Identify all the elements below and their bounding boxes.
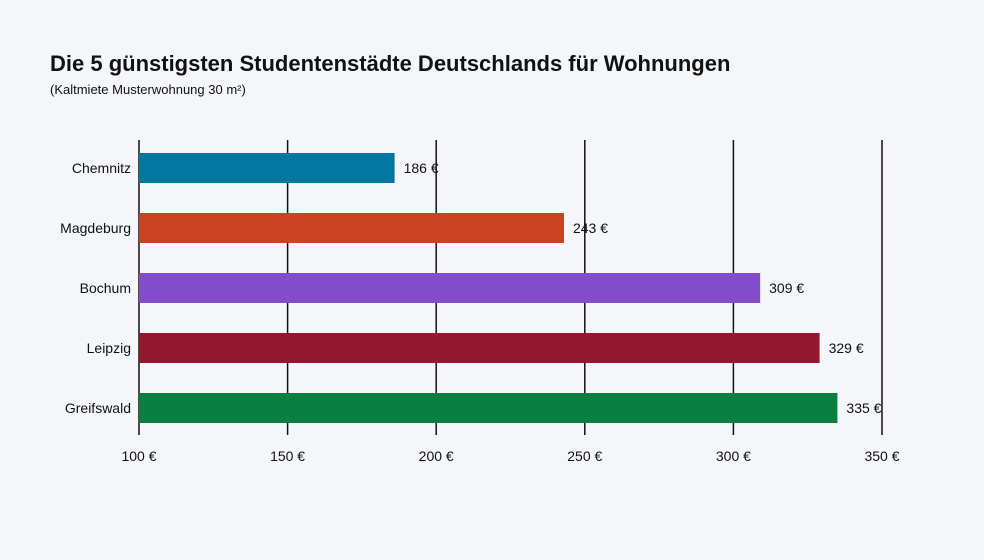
- x-tick-label: 150 €: [270, 448, 305, 464]
- y-category-label: Bochum: [80, 280, 131, 296]
- data-label: 329 €: [829, 340, 864, 356]
- chart-subtitle: (Kaltmiete Musterwohnung 30 m²): [50, 82, 246, 97]
- x-tick-label: 100 €: [121, 448, 156, 464]
- bar: [139, 213, 564, 243]
- data-label: 243 €: [573, 220, 608, 236]
- bar: [139, 333, 820, 363]
- data-label: 186 €: [404, 160, 439, 176]
- x-tick-label: 300 €: [716, 448, 751, 464]
- x-tick-label: 200 €: [419, 448, 454, 464]
- data-label: 335 €: [846, 400, 881, 416]
- y-category-label: Leipzig: [87, 340, 131, 356]
- bar: [139, 273, 761, 303]
- bar: [139, 393, 838, 423]
- y-category-label: Chemnitz: [72, 160, 131, 176]
- y-category-label: Greifswald: [65, 400, 131, 416]
- x-tick-label: 250 €: [567, 448, 602, 464]
- data-label: 309 €: [769, 280, 804, 296]
- y-category-label: Magdeburg: [60, 220, 131, 236]
- bar: [139, 153, 395, 183]
- chart-title: Die 5 günstigsten Studentenstädte Deutsc…: [50, 51, 731, 76]
- x-tick-label: 350 €: [864, 448, 899, 464]
